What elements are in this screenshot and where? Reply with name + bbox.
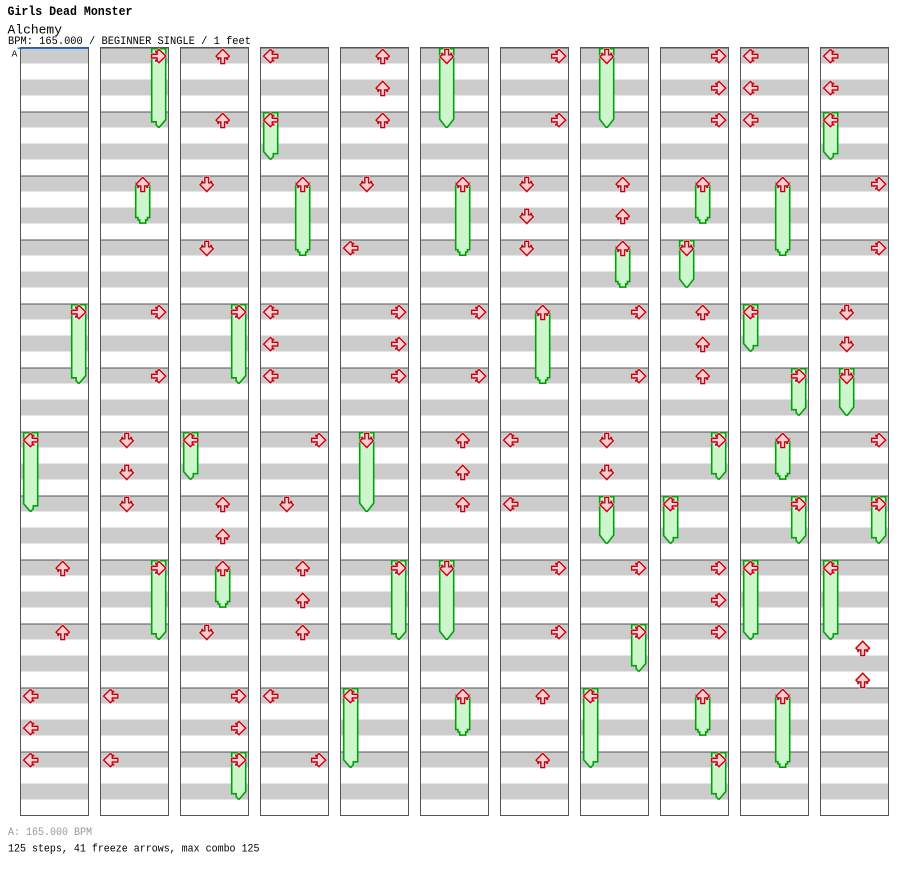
svg-text:A: 165.000 BPM: A: 165.000 BPM [8, 827, 92, 839]
svg-text:125 steps, 41 freeze arrows, m: 125 steps, 41 freeze arrows, max combo 1… [8, 843, 260, 855]
svg-text:Girls Dead Monster: Girls Dead Monster [8, 5, 133, 19]
svg-text:BPM: 165.000 / BEGINNER SINGLE: BPM: 165.000 / BEGINNER SINGLE / 1 feet [8, 36, 251, 48]
svg-text:Alchemy: Alchemy [8, 24, 63, 38]
svg-text:A: A [12, 49, 18, 60]
